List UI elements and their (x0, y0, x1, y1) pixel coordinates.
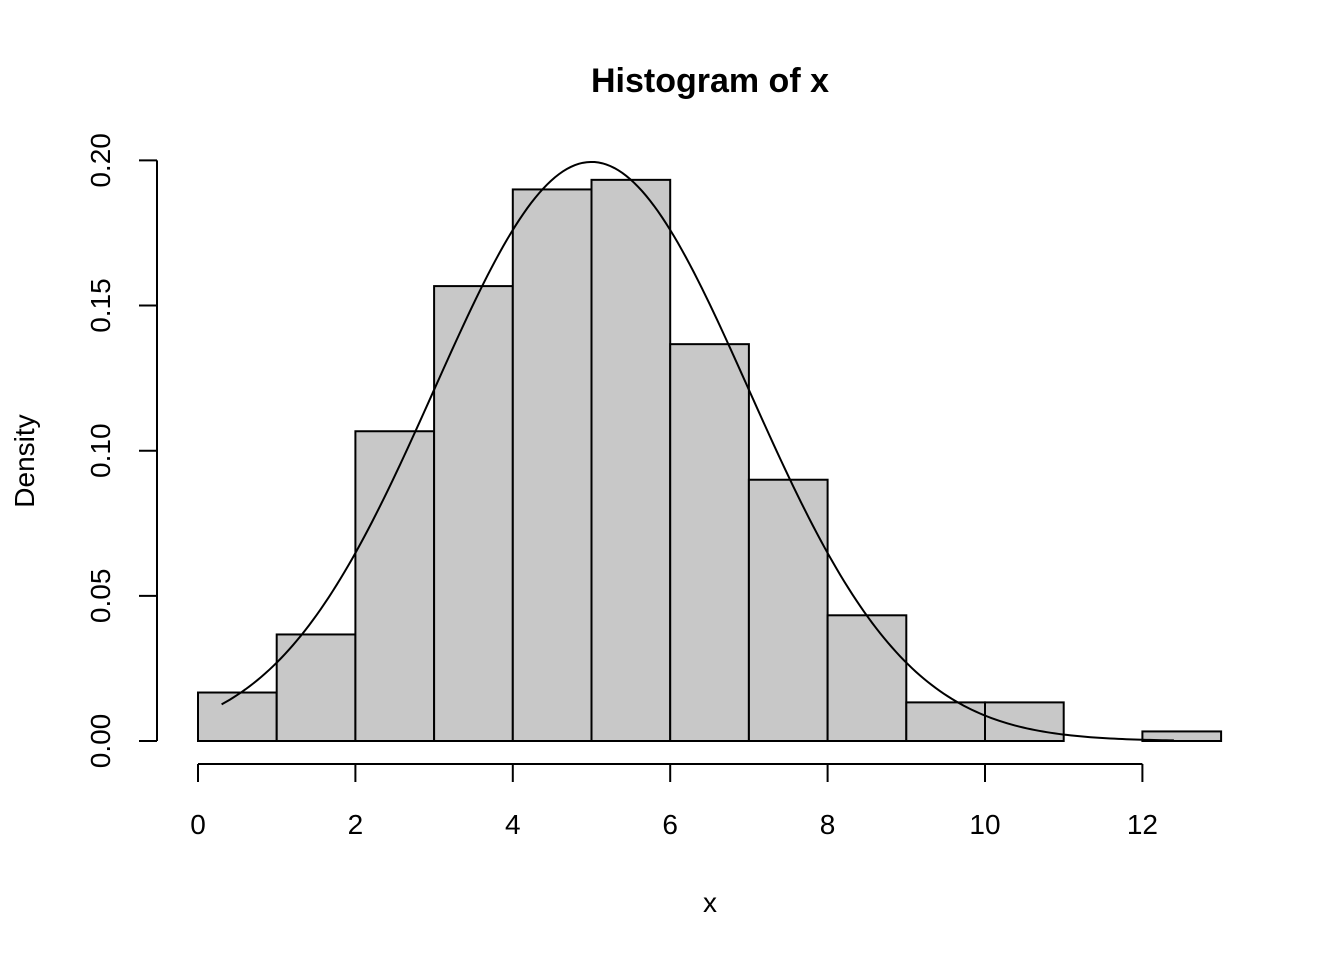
y-tick-label: 0.10 (85, 423, 116, 478)
histogram-bar-9 (905, 701, 986, 742)
density-curve-layer (221, 160, 1174, 742)
histogram-bar-5 (590, 178, 672, 742)
x-tick-label: 6 (662, 809, 678, 840)
histogram-bar-6 (669, 343, 750, 742)
histogram-bar-0 (197, 691, 278, 742)
y-axis: 0.00 0.05 0.10 0.15 0.20 (85, 133, 158, 769)
histogram-bar-1 (275, 633, 357, 742)
x-tick-label: 0 (190, 809, 206, 840)
density-curve (221, 160, 1174, 742)
histogram-bar-4 (511, 188, 593, 742)
histogram-bar-10 (984, 701, 1065, 742)
x-tick-label: 10 (969, 809, 1000, 840)
x-axis-label: x (703, 887, 717, 918)
x-axis: 0 2 4 6 8 10 12 (190, 763, 1158, 840)
y-tick-label: 0.15 (85, 278, 116, 333)
histogram-bars (197, 178, 1223, 743)
y-axis-label: Density (9, 414, 40, 507)
y-tick-label: 0.20 (85, 133, 116, 188)
y-tick-label: 0.05 (85, 569, 116, 624)
histogram-bar-3 (433, 285, 514, 742)
x-tick-label: 4 (505, 809, 521, 840)
chart-title: Histogram of x (591, 62, 829, 100)
histogram-bar-8 (826, 614, 908, 743)
x-tick-label: 2 (348, 809, 364, 840)
y-tick-label: 0.00 (85, 714, 116, 769)
histogram-bar-12 (1141, 730, 1223, 743)
histogram-bar-2 (354, 430, 436, 742)
x-tick-label: 8 (820, 809, 836, 840)
x-tick-label: 12 (1127, 809, 1158, 840)
histogram-bar-7 (747, 478, 829, 742)
